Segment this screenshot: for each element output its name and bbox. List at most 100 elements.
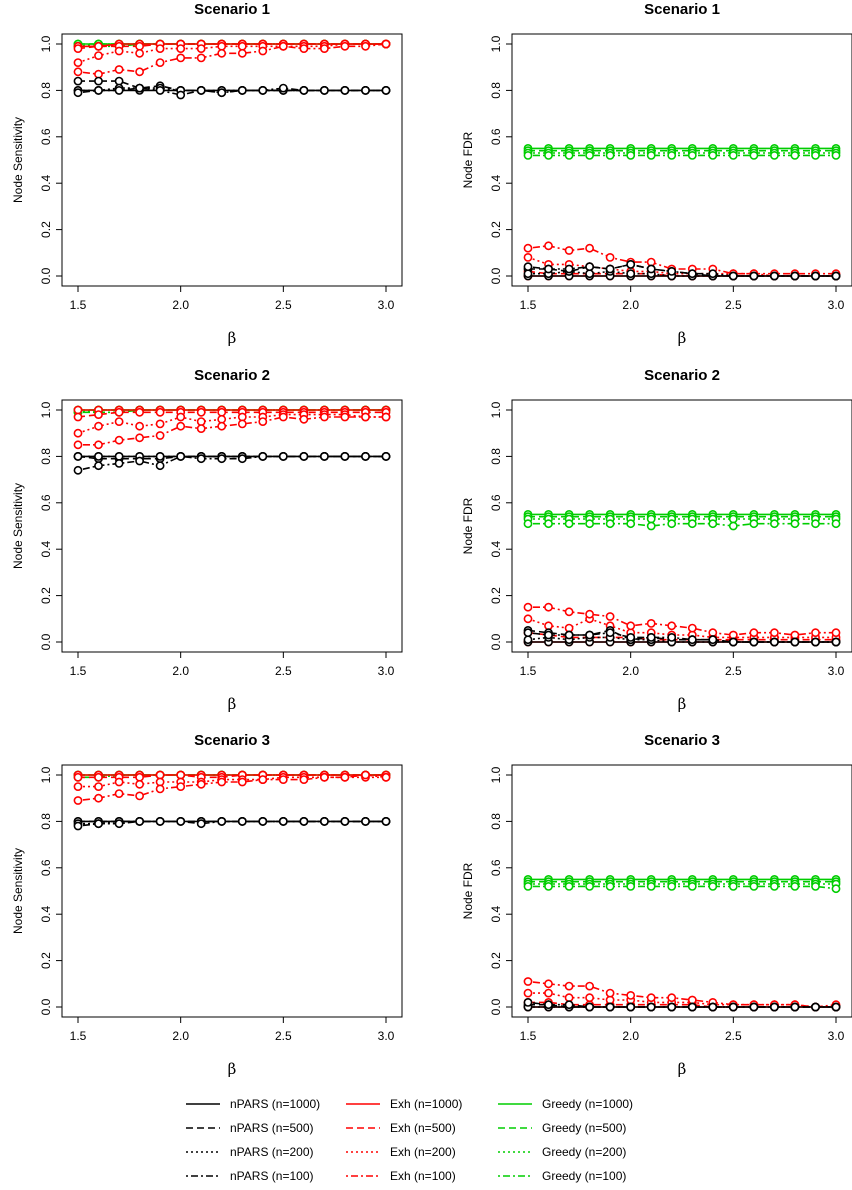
data-point [811,1002,820,1012]
data-point [523,150,533,160]
data-point [135,791,144,801]
data-point [790,1002,800,1012]
series-line [527,629,836,643]
y-tick-label: 0.0 [489,267,503,284]
data-point [114,777,124,787]
data-point [687,882,697,891]
legend-label: Exh (n=100) [390,1169,456,1183]
data-point [564,150,574,160]
series-line [77,820,386,827]
data-point [114,458,124,468]
data-point [361,86,370,95]
data-point [749,519,759,529]
data-point [237,48,247,58]
x-tick-label: 3.0 [828,664,845,678]
legend-label: Greedy (n=1000) [542,1097,633,1111]
data-point [176,451,186,461]
legend-item: Greedy (n=100) [498,1169,626,1183]
data-point [217,777,227,787]
series-line [77,43,386,50]
series-line [527,263,836,277]
data-point [114,76,124,86]
legend-item: Exh (n=200) [346,1145,456,1159]
data-point [340,86,350,95]
legend-label: Exh (n=1000) [390,1097,462,1111]
data-point [687,519,697,529]
data-point [196,454,206,464]
data-point [176,44,186,53]
data-point [135,779,144,789]
series-line [77,774,387,802]
data-point [564,1000,574,1010]
data-point [73,772,83,782]
plot-frame [61,764,403,1018]
data-point [217,817,227,826]
data-point [564,264,574,274]
data-point [770,271,779,281]
data-point [114,789,124,798]
legend-label: nPARS (n=500) [230,1121,314,1135]
data-point [94,41,103,51]
x-tick-label: 2.5 [275,664,292,678]
y-tick-label: 0.8 [489,82,503,99]
data-point [73,67,83,77]
data-point [319,86,329,95]
data-point [749,271,759,281]
data-point [811,628,820,638]
series-line [527,244,836,275]
y-tick-label: 0.2 [489,221,503,238]
y-tick-label: 0.6 [489,494,503,511]
plot-frame [61,33,403,287]
series-line [77,43,386,64]
data-point [790,519,800,529]
data-point [381,86,391,95]
data-point [94,772,103,782]
data-point [544,979,553,989]
data-point [278,451,288,461]
panel-title: Scenario 2 [194,367,270,384]
data-point [585,519,594,529]
data-point [114,435,124,445]
data-point [278,83,288,93]
y-tick-label: 0.2 [39,221,53,238]
series-line [77,87,386,96]
data-point [605,252,615,262]
data-point [94,76,103,86]
data-point [73,58,83,67]
data-point [564,607,574,617]
data-point [667,993,677,1003]
data-point [687,623,697,633]
legend-label: nPARS (n=200) [230,1145,314,1159]
series-line [528,885,837,890]
y-tick-label: 1.0 [39,35,53,52]
legend-item: nPARS (n=200) [186,1145,314,1159]
data-point [361,41,370,51]
data-point [770,150,779,160]
data-point [544,602,553,612]
data-point [544,241,553,251]
legend-label: Greedy (n=200) [542,1145,626,1159]
y-tick-label: 0.6 [489,128,503,145]
y-tick-label: 1.0 [39,766,53,783]
data-point [708,519,718,529]
data-point [811,271,820,281]
data-point [217,48,227,58]
data-point [114,417,124,426]
panel-title: Scenario 1 [644,1,720,18]
data-point [687,995,697,1005]
data-point [626,1002,636,1012]
legend-item: Greedy (n=500) [498,1121,626,1135]
series [73,412,391,450]
plot-frame [511,33,852,287]
data-point [728,271,738,281]
data-point [523,998,533,1007]
data-point [135,456,144,466]
data-point [585,981,594,991]
data-point [340,817,350,826]
data-point [73,440,83,450]
y-tick-label: 0.0 [39,267,53,284]
legend: nPARS (n=1000) nPARS (n=500) nPARS (n=200)… [186,1097,633,1183]
data-point [667,150,677,160]
data-point [564,246,574,255]
